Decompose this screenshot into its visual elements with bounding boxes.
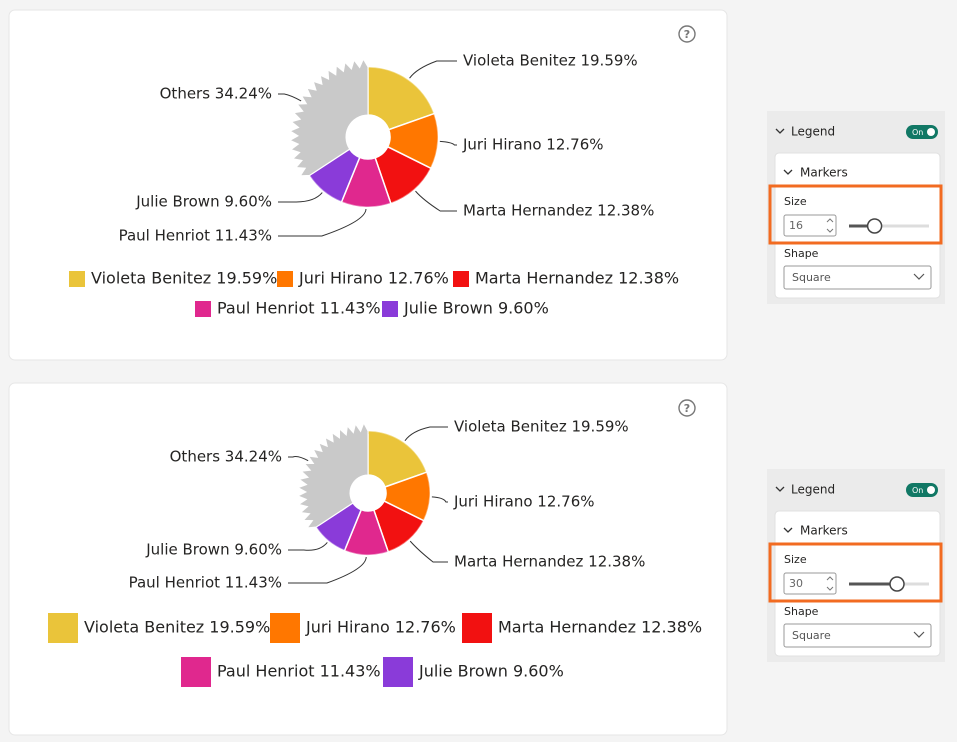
callout-line [409, 540, 448, 563]
callout-line [288, 542, 328, 551]
field-label: Shape [784, 247, 819, 260]
slice-rim [368, 431, 427, 473]
toggle-knob [927, 486, 935, 494]
legend-label: Paul Henriot 11.43% [217, 299, 381, 318]
legend-marker [69, 271, 85, 287]
callout-line [439, 140, 457, 146]
slice-rim [345, 547, 388, 555]
legend-label: Julie Brown 9.60% [418, 662, 564, 681]
chevron [775, 486, 785, 492]
slice-rim [342, 199, 391, 207]
slider-knob[interactable] [866, 218, 883, 234]
legend-marker [181, 657, 211, 687]
legend-label: Marta Hernandez 12.38% [475, 269, 679, 288]
spinner [826, 576, 834, 591]
chevron [775, 128, 785, 134]
section-title: Markers [800, 524, 848, 538]
legend-marker [195, 301, 211, 317]
shape-value: Square [792, 629, 831, 642]
size-value: 16 [789, 219, 803, 232]
legend-marker [462, 613, 492, 643]
field-label: Shape [784, 605, 819, 618]
callout-line [404, 426, 448, 442]
slice-rim [316, 525, 346, 551]
help-icon-text: ? [684, 28, 690, 41]
data-label: Paul Henriot 11.43% [129, 574, 282, 592]
slice-rim [387, 519, 424, 552]
slice-rim [309, 174, 343, 202]
section-title: Markers [800, 166, 848, 180]
data-label: Juri Hirano 12.76% [453, 493, 595, 511]
size-input[interactable] [783, 214, 837, 237]
field-label: Size [784, 195, 807, 208]
data-label: Violeta Benitez 19.59% [454, 418, 629, 436]
data-label: Others 34.24% [170, 448, 282, 466]
data-label: Julie Brown 9.60% [145, 541, 282, 559]
legend-marker [48, 613, 78, 643]
toggle-text: On [912, 486, 923, 495]
spinner [826, 218, 834, 233]
panel-title: Legend [791, 483, 835, 497]
callout-line [431, 496, 448, 503]
legend-marker [382, 301, 398, 317]
card [8, 382, 728, 736]
data-label: Marta Hernandez 12.38% [463, 202, 654, 220]
legend-label: Julie Brown 9.60% [403, 299, 549, 318]
panel-title: Legend [791, 125, 835, 139]
data-label: Julie Brown 9.60% [135, 193, 272, 211]
slice-rim [421, 472, 430, 521]
help-icon[interactable] [678, 399, 696, 417]
slider-knob[interactable] [889, 576, 905, 592]
callout-line [415, 190, 457, 212]
legend-label: Juri Hirano 12.76% [305, 618, 456, 637]
legend-label: Violeta Benitez 19.59% [91, 269, 277, 288]
help-icon-text: ? [684, 402, 690, 415]
highlight [768, 542, 943, 603]
toggle-knob [927, 128, 935, 136]
data-label: Violeta Benitez 19.59% [463, 52, 638, 70]
highlight [768, 184, 943, 245]
dropdown-arrow [913, 631, 925, 638]
callout-line [409, 60, 457, 79]
toggle-text: On [912, 128, 923, 137]
slice-rim [390, 167, 431, 203]
data-label: Others 34.24% [160, 85, 272, 103]
size-value: 30 [789, 577, 803, 590]
callout-line [278, 192, 323, 203]
dropdown-arrow [913, 273, 925, 280]
data-label: Juri Hirano 12.76% [462, 136, 604, 154]
callout-line [278, 208, 367, 237]
legend-label: Violeta Benitez 19.59% [84, 618, 270, 637]
legend-label: Juri Hirano 12.76% [298, 269, 449, 288]
callout-line [288, 556, 367, 584]
field-label: Size [784, 553, 807, 566]
legend-label: Paul Henriot 11.43% [217, 662, 381, 681]
pie-slice-others [296, 421, 369, 529]
shape-value: Square [792, 271, 831, 284]
slice-rim [428, 114, 439, 168]
legend-marker [453, 271, 469, 287]
data-label: Paul Henriot 11.43% [119, 227, 272, 245]
callout-line [288, 455, 309, 462]
shape-select[interactable] [783, 623, 932, 648]
shape-select[interactable] [783, 265, 932, 290]
help-icon[interactable] [678, 25, 696, 43]
chevron [783, 169, 793, 175]
legend-marker [277, 271, 293, 287]
legend-label: Marta Hernandez 12.38% [498, 618, 702, 637]
callout-line [278, 93, 302, 102]
pie-slice-others [288, 58, 369, 177]
slice-rim [368, 67, 434, 115]
size-input[interactable] [783, 572, 837, 595]
data-label: Marta Hernandez 12.38% [454, 553, 645, 571]
chevron [783, 527, 793, 533]
legend-marker [270, 613, 300, 643]
legend-marker [383, 657, 413, 687]
